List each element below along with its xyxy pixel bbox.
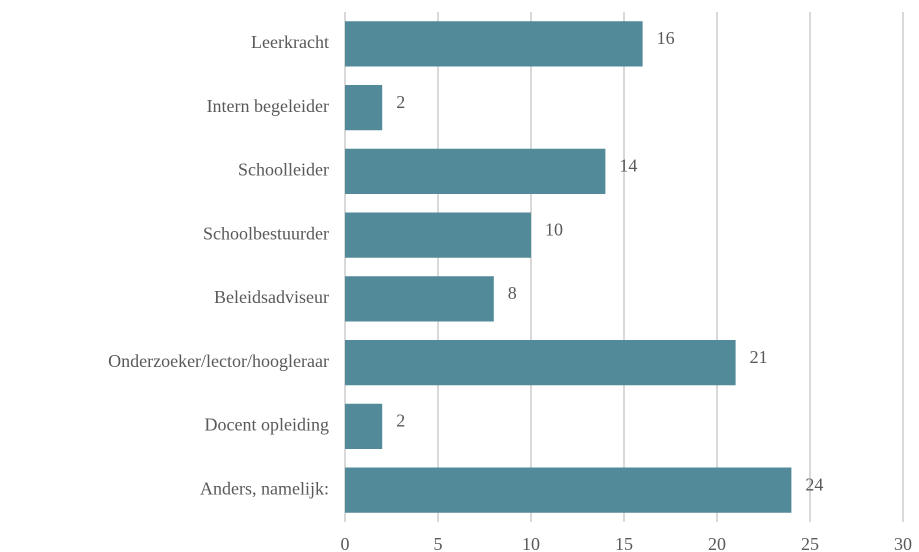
y-tick-label: Intern begeleider <box>207 96 329 116</box>
bar <box>345 467 792 513</box>
x-tick-label: 15 <box>615 534 633 552</box>
y-tick-label: Leerkracht <box>251 32 329 52</box>
bar <box>345 403 383 450</box>
y-tick-label: Anders, namelijk: <box>200 478 329 498</box>
x-tick-label: 25 <box>801 534 819 552</box>
x-tick-label: 10 <box>522 534 540 552</box>
data-label: 2 <box>396 411 405 431</box>
y-tick-label: Onderzoeker/lector/hoogleraar <box>108 351 329 371</box>
bar <box>345 212 531 258</box>
bar <box>345 148 606 195</box>
x-tick-label: 0 <box>341 534 350 552</box>
data-label: 2 <box>396 92 405 112</box>
y-tick-label: Schoolleider <box>238 160 329 180</box>
data-label: 24 <box>805 474 823 494</box>
y-tick-label: Docent opleiding <box>205 415 329 435</box>
data-label: 21 <box>750 347 768 367</box>
data-label: 8 <box>508 283 517 303</box>
x-tick-label: 30 <box>894 534 912 552</box>
bar <box>345 276 494 322</box>
data-label: 14 <box>619 156 637 176</box>
bar <box>345 339 736 386</box>
x-tick-label: 20 <box>708 534 726 552</box>
data-label: 10 <box>545 219 563 239</box>
data-label: 16 <box>657 28 675 48</box>
bar <box>345 21 643 67</box>
y-tick-label: Schoolbestuurder <box>203 223 329 243</box>
bar <box>345 84 383 131</box>
y-tick-label: Beleidsadviseur <box>214 287 329 307</box>
x-tick-label: 5 <box>434 534 443 552</box>
